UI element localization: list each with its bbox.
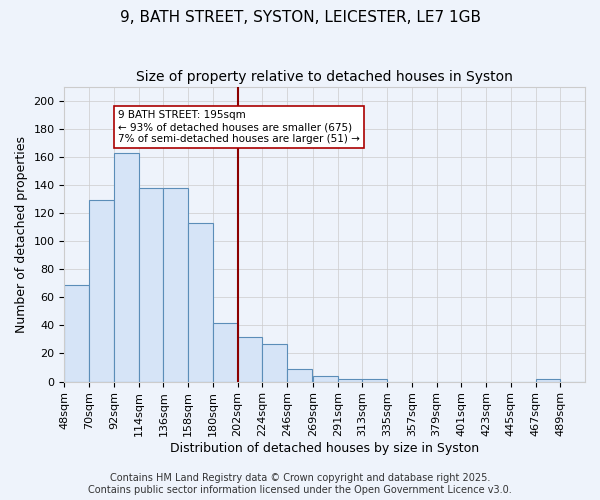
Bar <box>89 200 114 382</box>
Text: Contains HM Land Registry data © Crown copyright and database right 2025.
Contai: Contains HM Land Registry data © Crown c… <box>88 474 512 495</box>
Bar <box>338 379 362 382</box>
Bar <box>238 336 262 382</box>
Text: 9 BATH STREET: 195sqm
← 93% of detached houses are smaller (675)
7% of semi-deta: 9 BATH STREET: 195sqm ← 93% of detached … <box>118 110 360 144</box>
Bar <box>139 188 163 382</box>
Text: 9, BATH STREET, SYSTON, LEICESTER, LE7 1GB: 9, BATH STREET, SYSTON, LEICESTER, LE7 1… <box>119 10 481 25</box>
Bar <box>262 344 287 382</box>
Bar <box>163 188 188 382</box>
Bar <box>313 376 338 382</box>
X-axis label: Distribution of detached houses by size in Syston: Distribution of detached houses by size … <box>170 442 479 455</box>
Bar <box>188 223 213 382</box>
Title: Size of property relative to detached houses in Syston: Size of property relative to detached ho… <box>136 70 513 84</box>
Bar <box>114 152 139 382</box>
Bar <box>213 322 238 382</box>
Bar <box>362 379 387 382</box>
Bar <box>287 369 312 382</box>
Bar <box>536 379 560 382</box>
Y-axis label: Number of detached properties: Number of detached properties <box>15 136 28 332</box>
Bar <box>64 284 89 382</box>
